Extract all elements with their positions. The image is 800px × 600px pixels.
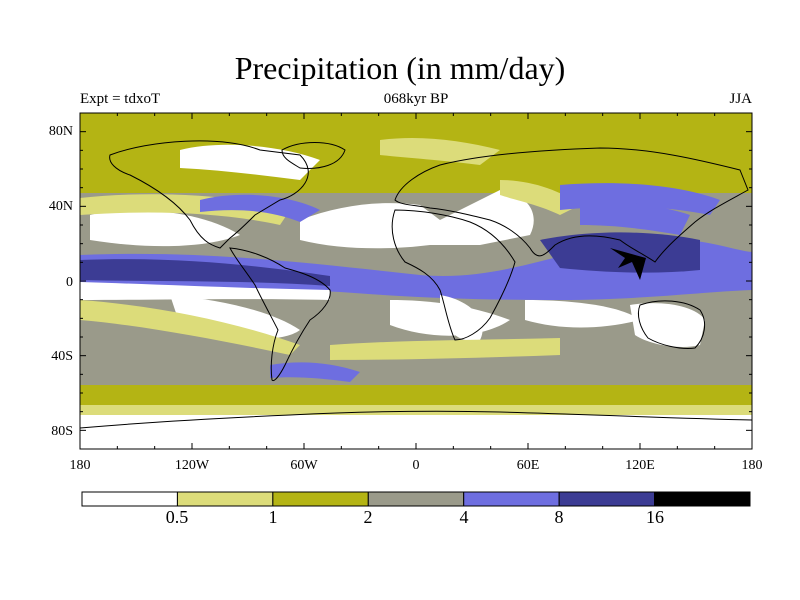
- colorbar-swatch: [272, 491, 369, 507]
- lon-label-60w: 60W: [290, 458, 318, 473]
- axis-ticks: [79, 112, 753, 450]
- coastlines: [80, 140, 752, 429]
- coast-south-america: [229, 247, 331, 382]
- coast-australia: [637, 300, 706, 349]
- colorbar-swatch: [463, 491, 560, 507]
- lat-label-40s: 40S: [51, 349, 73, 364]
- lon-label-0: 0: [413, 458, 420, 473]
- period-label: 068kyr BP: [383, 91, 449, 107]
- field-halo-spac: [80, 300, 300, 355]
- field-max-precip: [610, 248, 646, 280]
- colorbar-label-2: 2: [364, 507, 373, 527]
- field-storm-south: [270, 362, 360, 382]
- field-dry-australia: [630, 303, 705, 347]
- lon-label-60e: 60E: [517, 458, 540, 473]
- colorbar-swatch: [176, 491, 274, 507]
- precip-field: [80, 113, 752, 449]
- colorbar: [81, 491, 751, 507]
- lat-label-eq: 0: [66, 275, 73, 290]
- colorbar-label-8: 8: [555, 507, 564, 527]
- coast-eurasia: [394, 147, 749, 263]
- colorbar-label-16: 16: [646, 507, 664, 527]
- colorbar-label-1: 1: [269, 507, 278, 527]
- lon-label-120w: 120W: [175, 458, 210, 473]
- field-itcz-core-pacific: [80, 259, 330, 286]
- coast-greenland: [281, 142, 346, 169]
- field-dry-sio: [525, 300, 640, 328]
- field-storm-natl: [200, 194, 320, 222]
- experiment-label: Expt = tdxoT: [80, 91, 161, 107]
- colorbar-swatch: [654, 491, 751, 507]
- colorbar-swatch: [81, 491, 178, 507]
- lon-label-120e: 120E: [625, 458, 655, 473]
- colorbar-label-4: 4: [460, 507, 469, 527]
- coast-africa: [391, 209, 516, 341]
- colorbar-swatch: [558, 491, 656, 507]
- field-halo-south: [330, 338, 560, 360]
- lat-label-40n: 40N: [49, 199, 73, 214]
- map-title: Precipitation (in mm/day): [234, 50, 566, 86]
- lon-label-180w: 180: [70, 458, 91, 473]
- field-storm-east-asia: [580, 200, 690, 235]
- coast-antarctica: [80, 410, 752, 429]
- colorbar-swatch: [367, 491, 465, 507]
- field-arctic-europe: [380, 138, 500, 165]
- field-eq-dry-tongue: [80, 282, 330, 300]
- field-dry-africa-arabia: [300, 190, 534, 249]
- colorbar-label-0-5: 0.5: [166, 507, 189, 527]
- coast-north-america: [109, 140, 309, 249]
- lat-label-80s: 80S: [51, 424, 73, 439]
- lat-label-80n: 80N: [49, 124, 73, 139]
- lon-label-180e: 180: [742, 458, 763, 473]
- season-label: JJA: [729, 91, 752, 107]
- field-dry-npac: [90, 210, 240, 247]
